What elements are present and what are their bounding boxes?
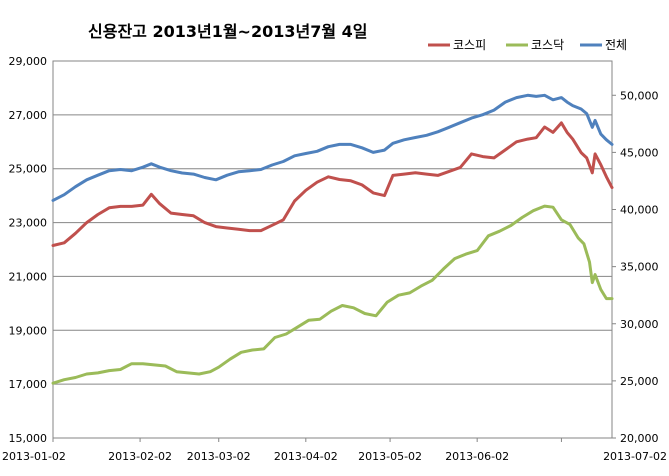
series-line-2 [51,204,614,385]
left-tick-label: 29,000 [9,55,48,68]
right-tick-label: 50,000 [620,89,659,102]
left-tick-label: 15,000 [9,432,48,445]
plot-area-border [52,60,613,439]
series-line-1 [51,121,614,247]
left-tick-label: 17,000 [9,378,48,391]
x-tick-label: 2013-04-02 [274,450,338,463]
right-tick-label: 25,000 [620,375,659,388]
left-tick-label: 19,000 [9,324,48,337]
grid-lines [53,60,612,439]
legend-label: 코스닥 [531,38,564,52]
right-axis-ticks: 20,000 25,000 30,000 35,000 40,000 45,000 50,0… [612,89,659,445]
right-tick-label: 45,000 [620,146,659,159]
series-line-3 [51,93,614,202]
left-tick-label: 21,000 [9,270,48,283]
chart-title: 신용잔고 2013년1월~2013년7월 4일 [88,22,368,41]
left-tick-label: 27,000 [9,109,48,122]
right-tick-label: 20,000 [620,432,659,445]
x-tick-label: 2013-01-02 [2,450,66,463]
x-tick-label: 2013-02-02 [108,450,172,463]
x-tick-label: 2013-06-02 [445,450,509,463]
legend-label: 코스피 [453,38,486,52]
legend-label: 전체 [605,38,627,52]
left-axis-ticks: 15,000 17,000 19,000 21,000 23,000 25,000 27,0… [9,55,48,445]
right-tick-label: 35,000 [620,261,659,274]
series-layer [51,93,614,385]
legend: 코스피 코스닥 전체 [428,38,627,52]
right-tick-label: 40,000 [620,204,659,217]
left-tick-label: 23,000 [9,217,48,230]
x-tick-label: 2013-03-02 [187,450,251,463]
x-tick-label: 2013-05-02 [358,450,422,463]
x-tick-label: 2013-07-02 [603,450,667,463]
x-axis-ticks: 2013-01-02 2013-02-02 2013-03-02 2013-04-02… [2,438,667,463]
left-tick-label: 25,000 [9,163,48,176]
right-tick-label: 30,000 [620,318,659,331]
